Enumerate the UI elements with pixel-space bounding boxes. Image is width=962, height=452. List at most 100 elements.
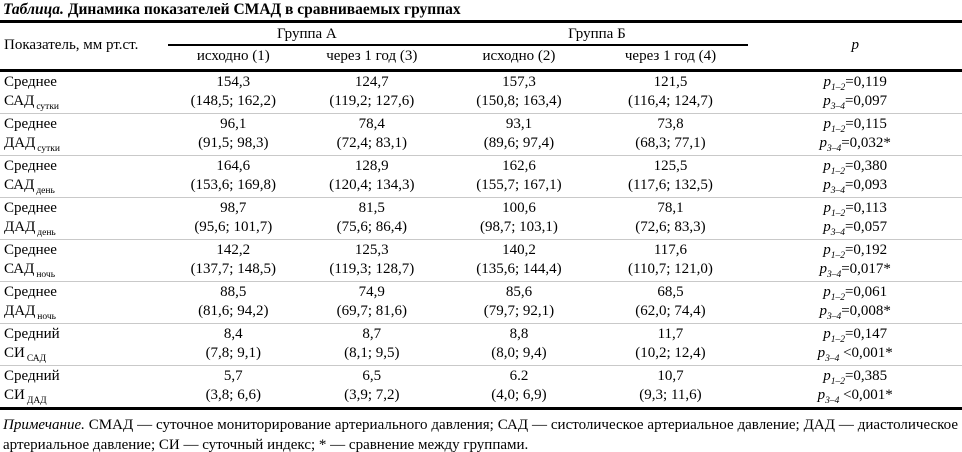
p-value-line: p3–4 <0,001*	[817, 344, 893, 364]
header-baseline-1: исходно (1)	[168, 45, 299, 72]
median-value: 10,7	[657, 367, 684, 384]
value-cell: 162,6 (155,7; 167,1)	[445, 155, 592, 197]
confidence-interval: (72,4; 83,1)	[336, 134, 407, 151]
table-title-text: Динамика показателей СМАД в сравниваемых…	[67, 1, 461, 18]
table-row: Среднее ДАД день 98,7 (95,6; 101,7) 81,5 (75,6…	[0, 197, 962, 239]
p-value-line: p3–4=0,017*	[819, 260, 891, 280]
p-value-line: p3–4=0,057	[823, 218, 888, 238]
confidence-interval: (119,2; 127,6)	[329, 92, 415, 109]
confidence-interval: (69,7; 81,6)	[336, 302, 407, 319]
table-row: Среднее САД сутки 154,3 (148,5; 162,2) 124,7 (…	[0, 70, 962, 113]
value-cell: 8,4 (7,8; 9,1)	[168, 323, 298, 365]
value-cell: 140,2 (135,6; 144,4)	[445, 239, 592, 281]
parameter-subscript: ночь	[36, 269, 56, 280]
value-cell: 8,8 (8,0; 9,4)	[445, 323, 592, 365]
median-value: 81,5	[358, 199, 385, 216]
header-group-a: Группа А	[168, 23, 446, 46]
footnote-text: СМАД — суточное мониторирование артериал…	[3, 416, 958, 452]
value-cell: 125,5 (117,6; 132,5)	[593, 155, 749, 197]
value-cell: 125,3 (119,3; 128,7)	[298, 239, 445, 281]
confidence-interval: (75,6; 86,4)	[336, 218, 407, 235]
value-cell: 154,3 (148,5; 162,2)	[168, 70, 298, 113]
p-value-line: p3–4=0,097	[823, 92, 888, 112]
median-value: 8,4	[223, 325, 243, 342]
row-parameter: Средний СИ САД	[4, 325, 60, 364]
median-value: 5,7	[223, 367, 243, 384]
confidence-interval: (81,6; 94,2)	[198, 302, 269, 319]
median-value: 142,2	[216, 241, 251, 258]
confidence-interval: (72,6; 83,3)	[635, 218, 706, 235]
confidence-interval: (8,1; 9,5)	[344, 344, 400, 361]
value-cell: 8,7 (8,1; 9,5)	[298, 323, 445, 365]
footnote: Примечание. СМАД — суточное мониторирова…	[0, 410, 962, 452]
table-row: Среднее ДАД сутки 96,1 (91,5; 98,3) 78,4 (72,4…	[0, 113, 962, 155]
footnote-label: Примечание.	[3, 416, 85, 433]
p-value-cell: p1–2=0,385 p3–4 <0,001*	[748, 365, 962, 408]
value-cell: 121,5 (116,4; 124,7)	[593, 70, 749, 113]
row-parameter: Среднее ДАД день	[4, 199, 57, 238]
median-value: 125,3	[354, 241, 389, 258]
median-value: 157,3	[502, 73, 536, 90]
row-parameter: Среднее ДАД ночь	[4, 283, 57, 322]
value-cell: 117,6 (110,7; 121,0)	[593, 239, 749, 281]
header-year-4: через 1 год (4)	[592, 45, 749, 72]
smad-table: Показатель, мм рт.ст. Группа А Группа Б …	[0, 23, 962, 410]
confidence-interval: (3,8; 6,6)	[205, 386, 261, 403]
p-value-line: p1–2=0,061	[823, 283, 888, 303]
value-cell: 74,9 (69,7; 81,6)	[298, 281, 445, 323]
median-value: 117,6	[653, 241, 688, 258]
median-value: 121,5	[653, 73, 688, 90]
median-value: 78,4	[358, 115, 385, 132]
parameter-subscript: САД	[26, 353, 47, 364]
value-cell: 124,7 (119,2; 127,6)	[298, 70, 445, 113]
median-value: 88,5	[220, 283, 247, 300]
confidence-interval: (120,4; 134,3)	[329, 176, 415, 193]
median-value: 154,3	[216, 73, 251, 90]
value-cell: 128,9 (120,4; 134,3)	[298, 155, 445, 197]
p-value-line: p1–2=0,147	[823, 325, 888, 345]
value-cell: 6.2 (4,0; 6,9)	[445, 365, 592, 408]
p-value-line: p1–2=0,115	[823, 115, 887, 135]
header-p: p	[748, 23, 962, 72]
value-cell: 85,6 (79,7; 92,1)	[445, 281, 592, 323]
confidence-interval: (116,4; 124,7)	[628, 92, 713, 109]
value-cell: 11,7 (10,2; 12,4)	[593, 323, 749, 365]
parameter-subscript: сутки	[37, 143, 60, 154]
p-value-line: p3–4=0,008*	[819, 302, 891, 322]
header-year-3: через 1 год (3)	[298, 45, 446, 72]
p-value-line: p1–2=0,380	[823, 157, 888, 177]
confidence-interval: (137,7; 148,5)	[190, 260, 276, 277]
value-cell: 81,5 (75,6; 86,4)	[298, 197, 445, 239]
median-value: 78,1	[657, 199, 684, 216]
value-cell: 6,5 (3,9; 7,2)	[298, 365, 445, 408]
median-value: 6,5	[362, 367, 382, 384]
confidence-interval: (153,6; 169,8)	[190, 176, 276, 193]
table-row: Среднее ДАД ночь 88,5 (81,6; 94,2) 74,9 (69,7;…	[0, 281, 962, 323]
confidence-interval: (155,7; 167,1)	[476, 176, 562, 193]
parameter-subscript: сутки	[36, 101, 60, 112]
header-group-b: Группа Б	[445, 23, 749, 46]
confidence-interval: (98,7; 103,1)	[480, 218, 558, 235]
median-value: 124,7	[354, 73, 389, 90]
median-value: 128,9	[354, 157, 389, 174]
value-cell: 78,1 (72,6; 83,3)	[593, 197, 749, 239]
p-value-cell: p1–2=0,192 p3–4=0,017*	[748, 239, 962, 281]
confidence-interval: (79,7; 92,1)	[483, 302, 555, 319]
table-header: Показатель, мм рт.ст. Группа А Группа Б …	[0, 23, 962, 72]
row-parameter: Среднее САД сутки	[4, 73, 60, 112]
header-parameter: Показатель, мм рт.ст.	[0, 23, 169, 72]
p-value-cell: p1–2=0,380 p3–4=0,093	[748, 155, 962, 197]
confidence-interval: (10,2; 12,4)	[635, 344, 706, 361]
confidence-interval: (8,0; 9,4)	[491, 344, 547, 361]
table-row: Средний СИ ДАД 5,7 (3,8; 6,6) 6,5 (3,9; 7,2) 6.…	[0, 365, 962, 408]
median-value: 98,7	[220, 199, 247, 216]
parameter-subscript: день	[36, 185, 55, 196]
value-cell: 78,4 (72,4; 83,1)	[298, 113, 445, 155]
median-value: 85,6	[505, 283, 533, 300]
parameter-subscript: ДАД	[26, 395, 47, 406]
confidence-interval: (3,9; 7,2)	[344, 386, 400, 403]
confidence-interval: (4,0; 6,9)	[491, 386, 547, 403]
median-value: 73,8	[657, 115, 684, 132]
median-value: 96,1	[220, 115, 247, 132]
